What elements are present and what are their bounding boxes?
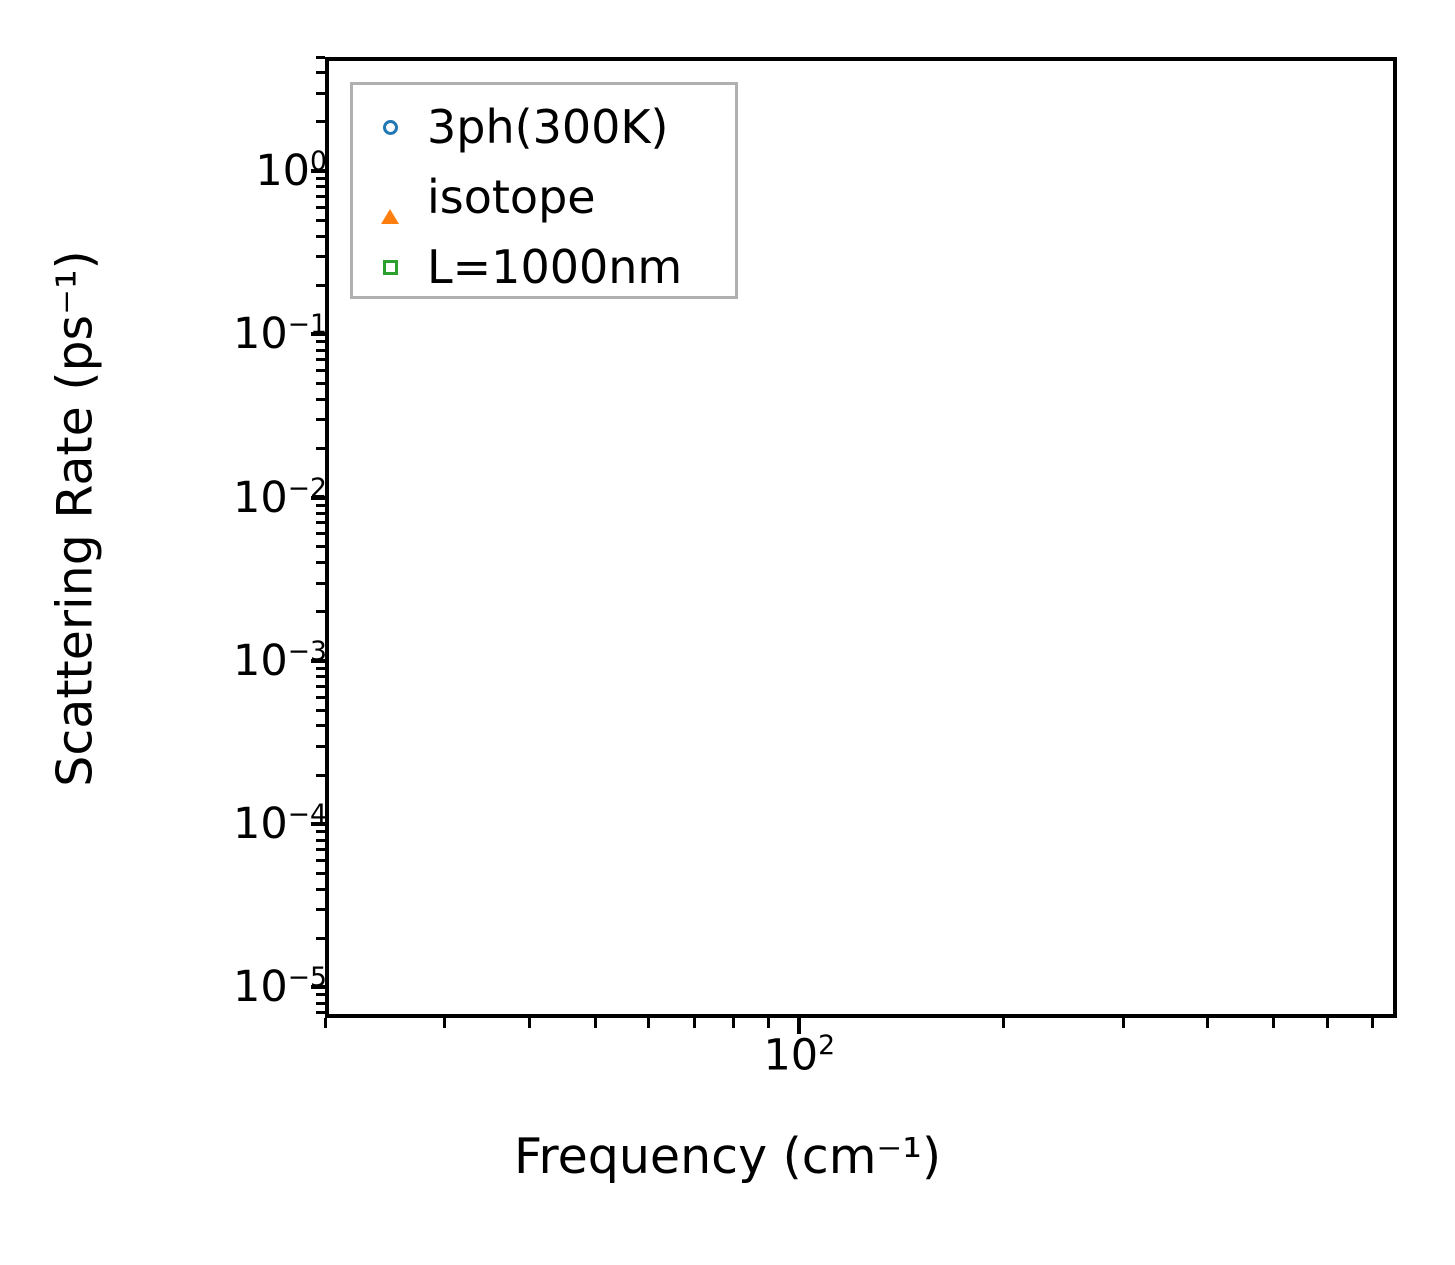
legend-item-isotope[interactable]: isotope <box>353 161 735 233</box>
y-tick-minor <box>316 545 325 549</box>
x-tick-minor <box>1371 1018 1375 1028</box>
y-tick-major <box>311 495 325 500</box>
x-tick-major <box>797 1018 802 1034</box>
x-tick-minor <box>1002 1018 1006 1028</box>
y-tick-minor <box>316 936 325 940</box>
y-tick-minor <box>316 71 325 75</box>
y-tick-minor <box>316 993 325 997</box>
y-tick-minor <box>316 521 325 525</box>
legend-label-isotope: isotope <box>427 170 596 224</box>
y-tick-minor <box>316 666 325 670</box>
x-tick-minor <box>323 1018 327 1028</box>
x-tick-minor <box>732 1018 736 1028</box>
y-tick-minor <box>316 55 325 59</box>
y-tick-major <box>311 985 325 990</box>
y-tick-minor <box>316 418 325 422</box>
y-tick-minor <box>316 532 325 536</box>
y-tick-minor <box>316 91 325 95</box>
y-tick-major <box>311 658 325 663</box>
y-tick-minor <box>316 581 325 585</box>
y-tick-minor <box>316 382 325 386</box>
x-tick-minor <box>647 1018 651 1028</box>
y-tick-minor <box>316 120 325 124</box>
y-tick-minor <box>316 858 325 862</box>
y-tick-minor <box>316 871 325 875</box>
y-tick-minor <box>316 684 325 688</box>
y-tick-minor <box>316 610 325 614</box>
x-tick-minor <box>442 1018 446 1028</box>
y-tick-minor <box>316 773 325 777</box>
x-tick-minor <box>692 1018 696 1028</box>
legend[interactable]: 3ph(300K) isotope L=1000nm <box>350 82 738 299</box>
y-tick-minor <box>316 838 325 842</box>
y-tick-minor <box>316 908 325 912</box>
y-tick-major <box>311 822 325 827</box>
y-tick-minor <box>316 744 325 748</box>
y-axis-title: Scattering Rate (ps⁻¹) <box>46 250 104 787</box>
circle-open-icon <box>353 119 427 135</box>
square-open-icon <box>353 259 427 275</box>
x-axis-title: Frequency (cm⁻¹) <box>513 1128 942 1185</box>
y-tick-minor <box>316 708 325 712</box>
y-tick-minor <box>316 397 325 401</box>
y-tick-minor <box>316 234 325 238</box>
x-tick-minor <box>1325 1018 1329 1028</box>
x-tick-minor <box>1272 1018 1276 1028</box>
x-tick-minor <box>1121 1018 1125 1028</box>
y-tick-minor <box>316 724 325 728</box>
y-tick-minor <box>316 185 325 189</box>
y-tick-minor <box>316 369 325 373</box>
y-tick-minor <box>316 447 325 450</box>
y-tick-major <box>311 332 325 337</box>
y-tick-minor <box>316 503 325 507</box>
y-tick-minor <box>316 254 325 258</box>
y-tick-minor <box>316 205 325 209</box>
y-tick-label: 10−5 <box>232 962 327 1013</box>
y-tick-minor <box>316 675 325 679</box>
x-tick-minor <box>1206 1018 1210 1028</box>
x-tick-minor <box>593 1018 597 1028</box>
legend-label-3ph: 3ph(300K) <box>427 100 669 154</box>
x-tick-label: 102 <box>763 1030 836 1081</box>
y-tick-minor <box>316 348 325 352</box>
y-tick-label: 10−1 <box>232 309 327 360</box>
y-tick-minor <box>316 1001 325 1005</box>
legend-item-3ph[interactable]: 3ph(300K) <box>353 91 735 163</box>
y-tick-minor <box>316 511 325 515</box>
y-tick-minor <box>316 194 325 198</box>
legend-item-boundary[interactable]: L=1000nm <box>353 231 735 303</box>
y-tick-label: 10−4 <box>232 799 327 850</box>
x-tick-minor <box>527 1018 531 1028</box>
y-tick-minor <box>316 1011 325 1015</box>
y-tick-minor <box>316 887 325 891</box>
y-tick-minor <box>316 218 325 222</box>
triangle-open-icon <box>353 189 427 224</box>
x-tick-minor <box>766 1018 770 1028</box>
axis-ticks <box>311 55 1397 1034</box>
y-tick-minor <box>316 695 325 699</box>
y-tick-minor <box>316 830 325 834</box>
y-tick-major <box>311 169 325 174</box>
y-tick-minor <box>316 340 325 344</box>
y-tick-minor <box>316 283 325 287</box>
y-tick-minor <box>316 847 325 851</box>
y-tick-label: 10−3 <box>232 635 327 687</box>
y-tick-minor <box>316 561 325 565</box>
y-tick-minor <box>316 177 325 181</box>
y-tick-minor <box>316 358 325 362</box>
legend-label-boundary: L=1000nm <box>427 240 683 294</box>
